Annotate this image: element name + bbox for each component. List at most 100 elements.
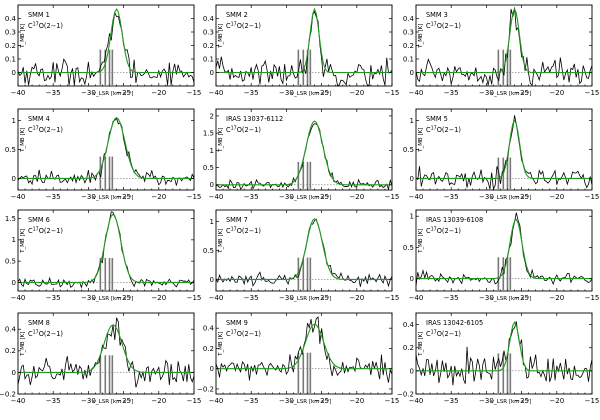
- y-tick-label: 0: [210, 69, 214, 77]
- plot-frame: [215, 312, 393, 395]
- x-tick-label: −25: [314, 193, 329, 201]
- x-tick-label: −20: [349, 89, 364, 97]
- transition-label: C17O(2−1): [226, 22, 261, 31]
- transition-label: C17O(2−1): [28, 227, 63, 236]
- x-tick-label: −20: [549, 89, 564, 97]
- x-tick-label: −20: [349, 294, 364, 302]
- x-tick-label: −15: [385, 193, 400, 201]
- x-tick-label: −20: [549, 193, 564, 201]
- y-axis-label: T_MB [K]: [218, 332, 224, 357]
- x-tick-label: −35: [244, 397, 259, 405]
- y-axis-label: T_MB [K]: [418, 24, 424, 49]
- x-tick-label: −15: [385, 397, 400, 405]
- x-tick-label: −30: [81, 397, 96, 405]
- y-tick-label: 0.1: [5, 55, 16, 63]
- fitted-profile: [416, 119, 592, 179]
- x-tick-label: −20: [151, 193, 166, 201]
- transition-label: C17O(2−1): [28, 330, 63, 339]
- fitted-profile: [216, 217, 392, 280]
- x-tick-label: −30: [279, 89, 294, 97]
- x-tick-label: −40: [209, 193, 224, 201]
- y-tick-label: 0.5: [203, 164, 214, 172]
- x-axis-label: v_LSR [km s⁻¹]: [291, 194, 332, 201]
- x-tick-label: −35: [244, 294, 259, 302]
- y-tick-label: 0.2: [203, 42, 214, 50]
- y-tick-label: 0.4: [403, 321, 415, 329]
- y-tick-label: 0.1: [203, 55, 214, 63]
- x-tick-label: −20: [151, 89, 166, 97]
- spectrum-panel-11: −40 −35 −30 −25 −20 −15 −0.2 0 0.2 0.4 v_LSR [km s…: [197, 312, 400, 405]
- x-tick-label: −40: [209, 89, 224, 97]
- x-tick-label: −15: [585, 193, 600, 201]
- spectrum-panel-5: −40 −35 −30 −25 −20 −15 0 0.5 1 1.5 2 v_LSR [km s⁻¹…: [203, 108, 400, 201]
- y-tick-label: 0: [12, 279, 16, 287]
- fitted-profile: [416, 321, 592, 372]
- y-tick-label: 0.5: [403, 146, 414, 154]
- y-axis-label: T_MB [K]: [218, 229, 224, 254]
- y-tick-label: 1: [410, 117, 414, 125]
- source-name: IRAS 13042-6105: [426, 319, 483, 327]
- y-axis-label: T_MB [K]: [218, 24, 224, 49]
- spectrum-panel-4: −40 −35 −30 −25 −20 −15 0 0.5 1 v_LSR [km s⁻¹] T_M…: [5, 108, 201, 201]
- spectrum-panel-2: −40 −35 −30 −25 −20 −15 0 0.1 0.2 0.3 0.4 v_LSR [km…: [203, 4, 399, 97]
- x-tick-label: −35: [244, 89, 259, 97]
- y-tick-label: 0: [210, 365, 214, 373]
- y-tick-label: 0.4: [5, 326, 17, 334]
- y-tick-label: 0.5: [403, 244, 414, 252]
- x-tick-label: −15: [187, 294, 202, 302]
- y-tick-label: 0.4: [5, 15, 17, 23]
- x-tick-label: −40: [409, 193, 424, 201]
- x-tick-label: −40: [209, 397, 224, 405]
- fitted-profile: [416, 218, 592, 280]
- y-tick-label: 0.2: [5, 347, 16, 355]
- y-tick-label: 1: [210, 218, 214, 226]
- plot-frame: [17, 312, 195, 395]
- y-tick-label: −0.2: [197, 385, 214, 393]
- x-tick-label: −35: [444, 294, 459, 302]
- y-tick-label: 0.3: [203, 28, 214, 36]
- x-tick-label: −15: [385, 294, 400, 302]
- x-tick-label: −30: [479, 193, 494, 201]
- y-tick-label: 1: [12, 117, 16, 125]
- y-tick-label: 0: [210, 276, 214, 284]
- transition-label: C17O(2−1): [226, 126, 261, 135]
- transition-label: C17O(2−1): [426, 126, 461, 135]
- spectrum-panel-9: −40 −35 −30 −25 −20 −15 0 0.5 1 v_LSR [km s⁻¹] T_M…: [403, 209, 599, 302]
- x-axis-label: v_LSR [km s⁻¹]: [491, 295, 532, 302]
- y-tick-label: 0.3: [403, 28, 414, 36]
- y-axis-label: T_MB [K]: [418, 128, 424, 153]
- y-tick-label: 1: [410, 213, 414, 221]
- y-tick-label: 0: [410, 69, 414, 77]
- y-tick-label: 0.2: [403, 344, 414, 352]
- spectrum-panel-6: −40 −35 −30 −25 −20 −15 0 0.5 1 v_LSR [km s⁻¹] T_M…: [403, 108, 600, 201]
- x-tick-label: −15: [187, 397, 202, 405]
- y-tick-label: 0.5: [5, 146, 16, 154]
- x-axis-label: v_LSR [km s⁻¹]: [491, 90, 532, 97]
- x-tick-label: −40: [409, 397, 424, 405]
- y-tick-label: 0.5: [203, 247, 214, 255]
- y-tick-label: 0: [12, 69, 16, 77]
- x-tick-label: −35: [244, 193, 259, 201]
- transition-label: C17O(2−1): [226, 227, 261, 236]
- y-tick-label: −0.2: [397, 390, 414, 398]
- spectrum-panel-7: −40 −35 −30 −25 −20 −15 0 0.5 1 1.5 v_LSR [km s⁻¹]…: [5, 209, 202, 302]
- spectrum-panel-12: −40 −35 −30 −25 −20 −15 −0.2 0 0.2 0.4 v_LSR [km s…: [397, 312, 599, 405]
- spectrum-panel-10: −40 −35 −30 −25 −20 −15 −0.2 0 0.2 0.4 v_LSR [km s…: [0, 312, 202, 405]
- x-tick-label: −35: [444, 89, 459, 97]
- source-name: SMM 9: [226, 319, 248, 327]
- y-tick-label: 0.2: [203, 345, 214, 353]
- x-axis-label: v_LSR [km s⁻¹]: [491, 194, 532, 201]
- x-tick-label: −40: [11, 294, 26, 302]
- y-tick-label: 2: [210, 112, 214, 120]
- x-axis-label: v_LSR [km s⁻¹]: [291, 295, 332, 302]
- x-tick-label: −35: [46, 397, 61, 405]
- x-tick-label: −25: [116, 397, 131, 405]
- x-axis-label: v_LSR [km s⁻¹]: [291, 398, 332, 405]
- y-tick-label: 1.5: [203, 130, 214, 138]
- x-tick-label: −20: [349, 193, 364, 201]
- fitted-profile: [18, 213, 194, 284]
- plot-frame: [415, 209, 593, 292]
- y-tick-label: 0.5: [5, 258, 16, 266]
- transition-label: C17O(2−1): [426, 22, 461, 31]
